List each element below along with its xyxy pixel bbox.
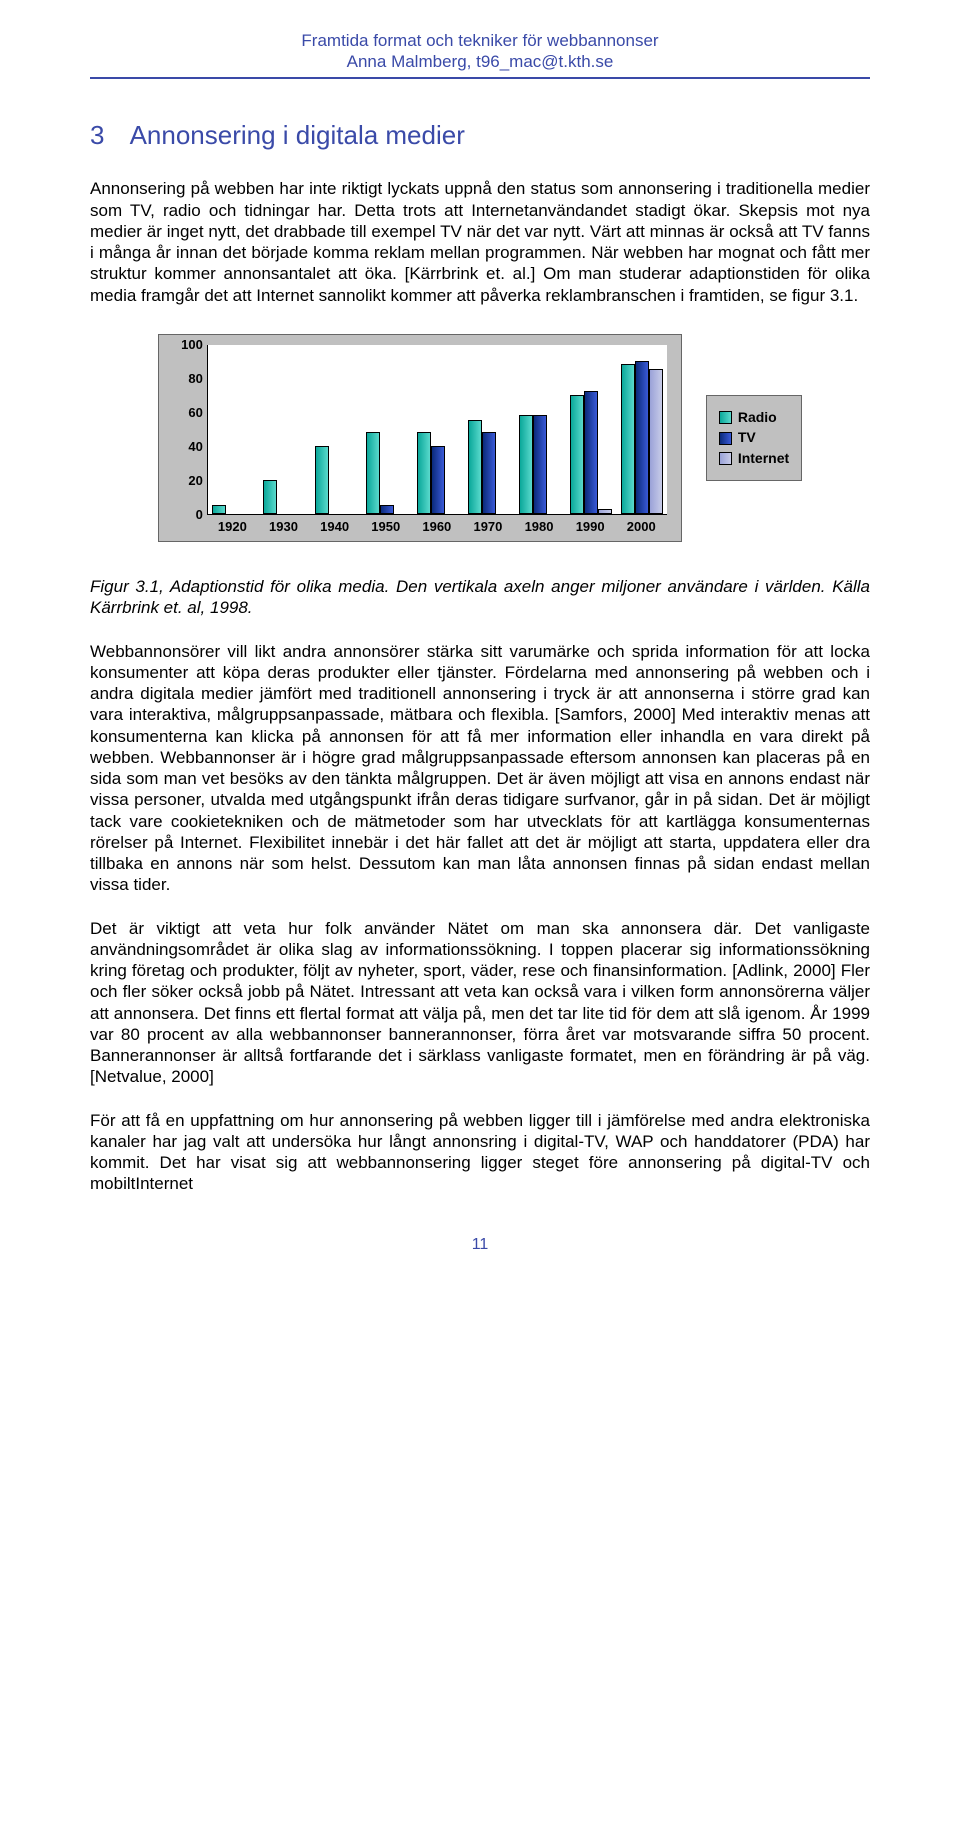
y-tick: 0 (196, 507, 203, 523)
x-label: 1930 (258, 519, 309, 535)
x-label: 1990 (565, 519, 616, 535)
bar-tv (635, 361, 649, 514)
bar-internet (598, 509, 612, 514)
x-label: 1980 (513, 519, 564, 535)
legend-tv: TV (719, 429, 789, 447)
bar-radio (417, 432, 431, 514)
bars-area (207, 345, 667, 515)
swatch-tv (719, 432, 732, 445)
legend-radio: Radio (719, 409, 789, 427)
bar-radio (621, 364, 635, 514)
paragraph-4: För att få en uppfattning om hur annonse… (90, 1110, 870, 1195)
bar-internet (649, 369, 663, 514)
x-label: 1940 (309, 519, 360, 535)
bar-radio (468, 420, 482, 514)
bar-radio (315, 446, 329, 514)
x-axis-labels: 192019301940195019601970198019902000 (207, 519, 667, 535)
legend-internet-label: Internet (738, 450, 789, 468)
x-label: 1970 (462, 519, 513, 535)
section-title: Annonsering i digitala medier (130, 120, 465, 150)
y-tick: 40 (188, 439, 202, 455)
plot-area: 020406080100 (207, 345, 667, 515)
header-title: Framtida format och tekniker för webbann… (90, 30, 870, 51)
page-number: 11 (90, 1235, 870, 1255)
bar-tv (533, 415, 547, 514)
bar-tv (584, 391, 598, 513)
chart-legend: Radio TV Internet (706, 395, 802, 482)
y-tick: 100 (181, 337, 203, 353)
bar-tv (380, 505, 394, 514)
x-label: 1950 (360, 519, 411, 535)
bar-group (570, 391, 612, 513)
x-label: 1960 (411, 519, 462, 535)
bar-group (417, 432, 459, 514)
bar-group (621, 361, 663, 514)
legend-radio-label: Radio (738, 409, 777, 427)
section-heading: 3 Annonsering i digitala medier (90, 119, 870, 153)
bar-radio (212, 505, 226, 514)
paragraph-3: Det är viktigt att veta hur folk använde… (90, 918, 870, 1088)
section-number: 3 (90, 120, 104, 150)
figure-caption: Figur 3.1, Adaptionstid för olika media.… (90, 576, 870, 619)
adoption-chart: 020406080100 192019301940195019601970198… (90, 334, 870, 542)
paragraph-1: Annonsering på webben har inte riktigt l… (90, 178, 870, 306)
bar-group (212, 505, 254, 514)
x-label: 1920 (207, 519, 258, 535)
bar-group (519, 415, 561, 514)
bar-radio (366, 432, 380, 514)
swatch-radio (719, 411, 732, 424)
bar-group (263, 480, 305, 514)
bar-tv (482, 432, 496, 514)
bar-group (366, 432, 408, 514)
bar-radio (570, 395, 584, 514)
paragraph-2: Webbannonsörer vill likt andra annonsöre… (90, 641, 870, 896)
y-tick: 80 (188, 371, 202, 387)
y-tick: 20 (188, 473, 202, 489)
bar-tv (431, 446, 445, 514)
bar-group (315, 446, 357, 514)
y-tick: 60 (188, 405, 202, 421)
bar-radio (263, 480, 277, 514)
header-author: Anna Malmberg, t96_mac@t.kth.se (90, 51, 870, 72)
swatch-internet (719, 452, 732, 465)
page-header: Framtida format och tekniker för webbann… (90, 30, 870, 79)
legend-tv-label: TV (738, 429, 756, 447)
legend-internet: Internet (719, 450, 789, 468)
y-axis: 020406080100 (173, 345, 203, 515)
x-label: 2000 (616, 519, 667, 535)
bar-radio (519, 415, 533, 514)
bar-group (468, 420, 510, 514)
chart-box: 020406080100 192019301940195019601970198… (158, 334, 682, 542)
